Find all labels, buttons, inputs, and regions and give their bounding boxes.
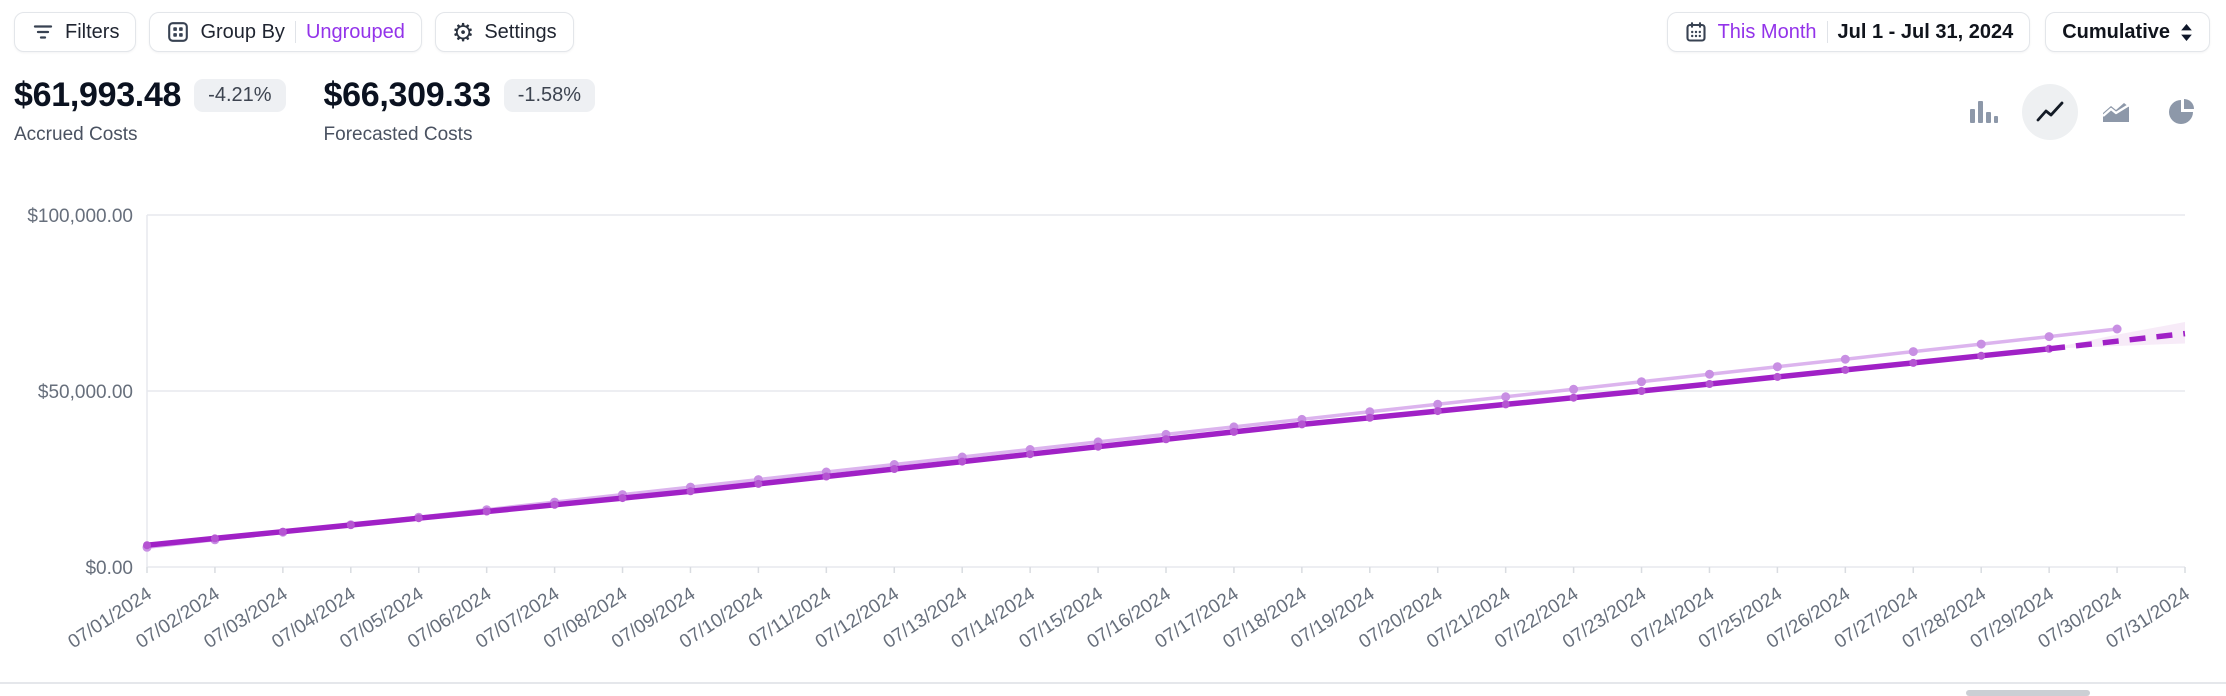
accrued-line-point [143, 541, 151, 550]
gear-icon: ⚙ [451, 17, 475, 47]
accrued-line-point [1229, 427, 1238, 436]
forecasted-costs-delta-badge: -1.58% [503, 79, 596, 112]
accrued-line-point [1433, 407, 1442, 416]
y-axis-label: $100,000.00 [27, 206, 133, 227]
forecast-line-point [1976, 339, 1986, 349]
filters-button[interactable]: Filters [14, 12, 137, 52]
toolbar: Filters Group By Ungrouped ⚙ Settings [14, 12, 2210, 52]
date-divider [1826, 21, 1828, 43]
accrued-line-point [1841, 365, 1850, 374]
chart-type-toggles [1956, 84, 2210, 140]
accrued-line-point [822, 472, 831, 481]
chevron-up-down-icon [2181, 23, 2192, 41]
line-chart-icon [2036, 101, 2064, 122]
group-by-button[interactable]: Group By Ungrouped [149, 12, 422, 52]
accrued-line-point [1773, 372, 1782, 381]
forecast-line-point [1365, 407, 1375, 417]
area-chart-icon [2102, 103, 2130, 122]
stat-accrued-costs: $61,993.48 -4.21% Accrued Costs [14, 76, 286, 146]
group-by-value: Ungrouped [305, 20, 405, 43]
accrued-line-point [550, 500, 559, 509]
accrued-line-point [210, 534, 219, 543]
bottom-divider [0, 682, 2226, 684]
stats-row: $61,993.48 -4.21% Accrued Costs $66,309.… [14, 76, 596, 146]
accrued-projection-line [2048, 330, 2186, 352]
chart-type-line[interactable] [2022, 84, 2078, 140]
accrued-line-point [890, 465, 899, 473]
chart-type-bar[interactable] [1956, 84, 2012, 140]
accrued-line-point [278, 527, 287, 536]
calendar-icon [1686, 22, 1706, 42]
accrued-line-point [1637, 387, 1646, 395]
accrued-costs-label: Accrued Costs [14, 124, 138, 145]
forecasted-costs-label: Forecasted Costs [323, 124, 473, 145]
accrued-line-point [1977, 351, 1986, 360]
accrued-line-point [1365, 413, 1374, 422]
accrued-line-point [1705, 380, 1714, 388]
accrued-line-point [482, 507, 491, 516]
chart-type-area[interactable] [2088, 84, 2144, 140]
filters-label: Filters [65, 20, 120, 43]
forecast-line-point [2044, 332, 2054, 342]
accrued-line-point [686, 487, 695, 496]
forecast-confidence-band [2049, 322, 2185, 349]
forecast-line-point [2112, 324, 2122, 334]
accrued-line-point [1569, 393, 1578, 402]
accrued-line-point [1094, 442, 1103, 451]
pie-chart-icon [2169, 99, 2194, 124]
accrued-line-point [618, 494, 627, 503]
accrued-line-point [1297, 420, 1306, 429]
forecast-line-point [1705, 369, 1714, 379]
y-axis-label: $50,000.00 [38, 382, 133, 403]
group-by-divider [294, 21, 296, 43]
accrued-line-point [1909, 358, 1918, 367]
forecast-line-point [1637, 377, 1646, 387]
y-axis-label: $0.00 [85, 558, 133, 579]
forecast-line-point [1908, 347, 1918, 357]
forecasted-costs-value: $66,309.33 [323, 76, 491, 114]
forecast-line-point [1840, 354, 1850, 364]
accrued-line-point [1162, 435, 1170, 444]
bar-chart-icon [1970, 101, 1998, 123]
accrued-costs-delta-badge: -4.21% [194, 79, 286, 112]
accrued-line-point [414, 514, 423, 523]
grid-icon [168, 22, 189, 42]
accrued-costs-value: $61,993.48 [14, 76, 182, 114]
toolbar-right: This Month Jul 1 - Jul 31, 2024 Cumulati… [1666, 12, 2210, 52]
group-by-label: Group By [200, 20, 285, 43]
accrued-line-point [346, 521, 355, 529]
chart-type-pie[interactable] [2154, 84, 2210, 140]
forecast-line-point [1772, 362, 1782, 372]
stat-forecasted-costs: $66,309.33 -1.58% Forecasted Costs [324, 76, 596, 146]
aggregation-value: Cumulative [2062, 20, 2170, 43]
date-range-button[interactable]: This Month Jul 1 - Jul 31, 2024 [1666, 12, 2031, 52]
forecast-line-point [1569, 384, 1579, 394]
date-preset-label: This Month [1717, 20, 1817, 43]
settings-button[interactable]: ⚙ Settings [434, 12, 574, 52]
accrued-line-point [958, 457, 967, 466]
settings-label: Settings [484, 20, 557, 43]
aggregation-select[interactable]: Cumulative [2045, 12, 2210, 52]
accrued-line-point [754, 479, 763, 488]
filter-icon [33, 25, 53, 39]
toolbar-left: Filters Group By Ungrouped ⚙ Settings [14, 12, 574, 52]
forecast-line-point [1501, 392, 1511, 402]
date-range-value: Jul 1 - Jul 31, 2024 [1837, 20, 2014, 43]
forecast-line-point [1433, 399, 1443, 409]
horizontal-scrollbar-thumb[interactable] [1966, 690, 2090, 696]
accrued-line-point [1026, 450, 1035, 459]
accrued-line-point [1501, 400, 1510, 409]
